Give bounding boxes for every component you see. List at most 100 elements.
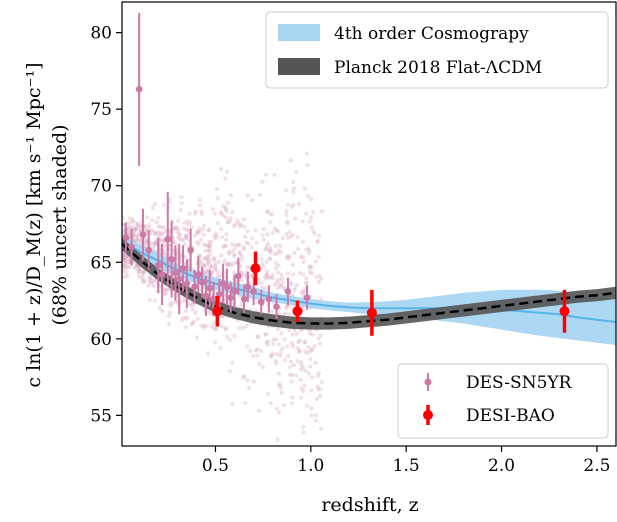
sn-background-point [210,270,215,275]
legend-label-planck: Planck 2018 Flat-ΛCDM [334,58,542,78]
point-marker [235,272,242,280]
sn-background-point [185,315,190,320]
sn-background-point [130,225,135,230]
sn-background-point [127,264,133,269]
desi-bao-point [559,289,570,333]
sn-background-point [284,305,289,311]
sn-background-point [184,235,189,240]
point-marker [158,271,166,278]
sn-background-point [134,225,139,230]
sn-background-point [198,203,203,208]
sn-background-point [176,231,181,236]
sn-background-point [272,172,277,177]
sn-background-point [159,225,164,230]
sn-background-point [131,231,136,236]
sn-background-point [301,272,306,277]
sn-background-point [239,254,244,259]
sn-background-point [274,228,279,233]
sn-background-point [147,276,153,281]
des-sn-point [154,237,162,293]
sn-background-point [274,266,279,271]
sn-background-point [288,280,293,285]
sn-background-point [251,379,256,384]
sn-background-point [148,241,153,246]
sn-background-point [187,211,192,216]
sn-background-point [212,236,217,241]
sn-background-point [281,403,287,408]
sn-background-point [213,326,218,332]
point-marker [187,246,194,254]
sn-background-point [156,230,161,235]
sn-background-point [311,210,316,215]
des-sn-point [145,230,153,270]
sn-background-point [245,229,250,234]
sn-background-point [195,230,200,235]
sn-background-point [264,276,269,281]
point-marker [122,234,130,242]
point-marker [206,285,214,292]
sn-background-point [161,239,166,244]
point-marker [265,295,273,303]
sn-background-point [241,325,246,331]
sn-background-point [279,283,284,288]
sn-background-point [147,274,153,279]
sn-background-point [206,310,211,316]
sn-background-point [295,346,300,351]
sn-background-point [123,255,128,260]
point-marker [273,303,280,310]
des-sn-point [194,256,202,293]
sn-background-point [276,263,281,268]
sn-background-point [235,218,240,223]
sn-background-point [290,332,295,337]
sn-background-point [277,381,282,386]
sn-background-point [168,304,173,309]
sn-background-point [142,278,147,283]
sn-background-point [285,219,290,224]
sn-background-point [279,250,284,255]
sn-background-point [289,379,294,384]
sn-background-point [297,338,302,343]
sn-background-point [315,396,320,401]
point-marker [202,292,210,300]
sn-background-point [225,261,230,266]
sn-background-point [183,308,189,314]
sn-background-point [254,240,259,245]
sn-background-point [243,234,248,239]
sn-background-point [315,386,321,392]
sn-background-point [284,208,289,214]
sn-background-point [312,231,317,236]
sn-background-point [261,264,266,269]
plot-frame [121,1,617,447]
des-sn-point [164,191,172,287]
sn-background-point [228,193,234,198]
sn-background-point [206,244,211,249]
sn-background-point [142,270,147,275]
sn-background-point [270,309,275,314]
sn-background-point [304,151,309,156]
legend-top-frame [265,11,609,89]
sn-background-point [122,268,126,274]
sn-background-point [268,250,273,255]
desi-bao-point [366,289,377,336]
sn-background-point [223,207,228,212]
sn-background-point [160,308,165,314]
sn-background-point [137,228,142,233]
sn-background-point [132,228,137,233]
sn-background-point [135,222,140,227]
sn-background-point [179,201,184,206]
sn-background-point [264,246,269,251]
sn-background-point [122,266,126,271]
sn-background-point [195,229,200,234]
sn-background-point [290,262,295,267]
sn-background-point [285,354,291,359]
sn-background-point [299,290,304,295]
legend-label-des: DES-SN5YR [466,373,573,393]
des-sn-point [223,268,231,306]
sn-background-point [230,242,235,247]
sn-background-point [241,217,247,222]
sn-background-point [143,228,148,233]
sn-background-point [212,211,217,216]
sn-background-point [231,270,237,275]
sn-background-point [122,252,127,257]
sn-background-point [167,310,172,315]
